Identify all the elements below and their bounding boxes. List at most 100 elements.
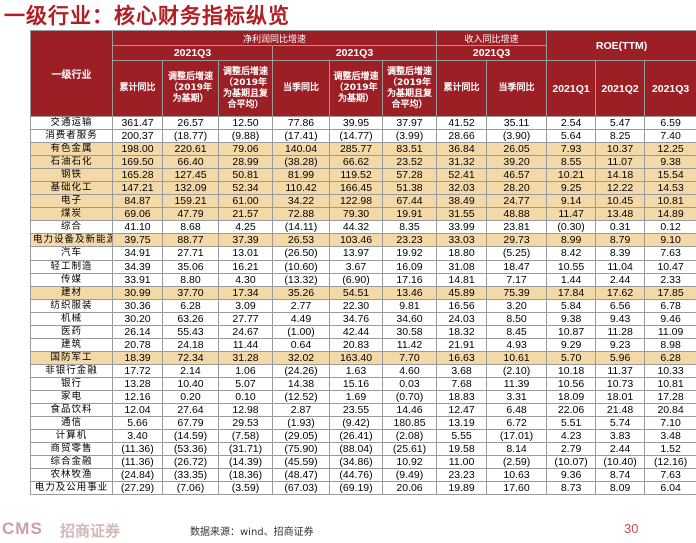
value-cell: 13.97 <box>329 246 383 261</box>
value-cell: 26.53 <box>272 233 330 248</box>
value-cell: 8.50 <box>486 311 548 326</box>
value-cell: 9.36 <box>546 468 597 483</box>
value-cell: 285.77 <box>329 142 383 157</box>
value-cell: 7.10 <box>644 416 696 431</box>
value-cell: (1.00) <box>272 324 330 339</box>
value-cell: 5.55 <box>436 429 488 444</box>
value-cell: 10.81 <box>644 376 696 391</box>
value-cell: 220.61 <box>162 142 219 157</box>
value-cell: 11.44 <box>218 337 273 352</box>
table-row: 有色金属 198.00 220.61 79.06 140.04 285.77 83.51 36… <box>30 142 696 157</box>
value-cell: 21.91 <box>436 337 488 352</box>
value-cell: 22.30 <box>329 298 383 313</box>
table-row: 机械 30.20 63.26 27.77 4.49 34.76 34.60 24.03 8.50… <box>30 311 696 326</box>
value-cell: (9.88) <box>218 129 273 144</box>
value-cell: 8.14 <box>486 442 548 457</box>
table-row: 煤炭 69.06 47.79 21.57 72.88 79.30 19.91 31.55 48.… <box>30 207 696 222</box>
industry-name: 电力及公用事业 <box>30 481 113 496</box>
value-cell: 24.67 <box>218 324 273 339</box>
value-cell: (2.59) <box>486 455 548 470</box>
value-cell: 6.72 <box>486 416 548 431</box>
value-cell: (48.47) <box>272 468 330 483</box>
value-cell: (14.77) <box>329 129 383 144</box>
header-roe-q1: 2021Q1 <box>546 60 597 117</box>
value-cell: 169.50 <box>112 155 163 170</box>
value-cell: 10.92 <box>381 455 438 470</box>
value-cell: 61.00 <box>218 194 273 209</box>
value-cell: 67.79 <box>162 416 219 431</box>
value-cell: 9.23 <box>595 337 646 352</box>
footer: CMS 招商证券 数据来源：wind、招商证券 30 <box>0 518 696 543</box>
table-row: 医药 26.14 55.43 24.67 (1.00) 42.44 30.58 18.32 8.… <box>30 324 696 339</box>
table-row: 轻工制造 34.39 35.06 16.21 (10.60) 3.67 16.09 31.08… <box>30 259 696 274</box>
header-revenue-group: 收入同比增速 <box>436 30 548 46</box>
value-cell: 10.45 <box>595 194 646 209</box>
value-cell: 51.38 <box>381 181 438 196</box>
value-cell: 79.30 <box>329 207 383 222</box>
value-cell: (6.90) <box>329 272 383 287</box>
value-cell: 8.39 <box>595 246 646 261</box>
value-cell: 27.64 <box>162 403 219 418</box>
value-cell: 12.22 <box>595 181 646 196</box>
value-cell: 4.49 <box>272 311 330 326</box>
value-cell: 3.48 <box>644 429 696 444</box>
value-cell: 10.63 <box>486 468 548 483</box>
header-q-yoy: 当季同比 <box>272 60 330 117</box>
value-cell: 45.89 <box>436 285 488 300</box>
value-cell: (31.71) <box>218 442 273 457</box>
value-cell: 22.06 <box>546 403 597 418</box>
value-cell: 13.19 <box>436 416 488 431</box>
value-cell: 67.44 <box>381 194 438 209</box>
value-cell: 39.75 <box>112 233 163 248</box>
value-cell: 8.99 <box>546 233 597 248</box>
value-cell: 10.21 <box>546 168 597 183</box>
value-cell: (9.42) <box>329 416 383 431</box>
table-row: 纺织服装 30.36 6.28 3.09 2.77 22.30 9.81 16.56 3.20 5… <box>30 298 696 313</box>
value-cell: 18.83 <box>436 389 488 405</box>
value-cell: (10.07) <box>546 455 597 470</box>
value-cell: (17.01) <box>486 429 548 444</box>
value-cell: 147.21 <box>112 181 163 196</box>
value-cell: (27.29) <box>112 481 163 496</box>
value-cell: 10.61 <box>486 350 548 365</box>
value-cell: 17.28 <box>644 389 696 405</box>
value-cell: 10.18 <box>546 363 597 378</box>
value-cell: 39.20 <box>486 155 548 170</box>
value-cell: 11.28 <box>595 324 646 339</box>
industry-name: 消费者服务 <box>30 129 113 144</box>
value-cell: 28.20 <box>486 181 548 196</box>
industry-name: 食品饮料 <box>30 403 113 418</box>
value-cell: 50.81 <box>218 168 273 183</box>
value-cell: 8.09 <box>595 481 646 496</box>
value-cell: 14.53 <box>644 181 696 196</box>
value-cell: 11.07 <box>595 155 646 170</box>
value-cell: 34.76 <box>329 311 383 326</box>
value-cell: 37.70 <box>162 285 219 300</box>
value-cell: 103.46 <box>329 233 383 248</box>
value-cell: 24.77 <box>486 194 548 209</box>
value-cell: 13.48 <box>595 207 646 222</box>
value-cell: 10.55 <box>546 259 597 274</box>
value-cell: 9.46 <box>644 311 696 326</box>
value-cell: 2.54 <box>546 115 597 131</box>
value-cell: (24.26) <box>272 363 330 378</box>
value-cell: 5.07 <box>218 376 273 391</box>
value-cell: 180.85 <box>381 416 438 431</box>
industry-name: 纺织服装 <box>30 298 113 313</box>
industry-name: 轻工制造 <box>30 259 113 274</box>
value-cell: 20.06 <box>381 481 438 496</box>
value-cell: 72.88 <box>272 207 330 222</box>
value-cell: (3.99) <box>381 129 438 144</box>
value-cell: 84.87 <box>112 194 163 209</box>
value-cell: 17.84 <box>546 285 597 300</box>
value-cell: 5.74 <box>595 416 646 431</box>
value-cell: 28.99 <box>218 155 273 170</box>
value-cell: 8.25 <box>595 129 646 144</box>
value-cell: 75.39 <box>486 285 548 300</box>
value-cell: 35.26 <box>272 285 330 300</box>
industry-name: 传媒 <box>30 272 113 287</box>
table-row: 农林牧渔 (24.84) (33.35) (18.36) (48.47) (44.76)(… <box>30 468 696 483</box>
value-cell: 163.40 <box>329 350 383 365</box>
industry-name: 非银行金融 <box>30 363 113 378</box>
value-cell: 31.28 <box>218 350 273 365</box>
